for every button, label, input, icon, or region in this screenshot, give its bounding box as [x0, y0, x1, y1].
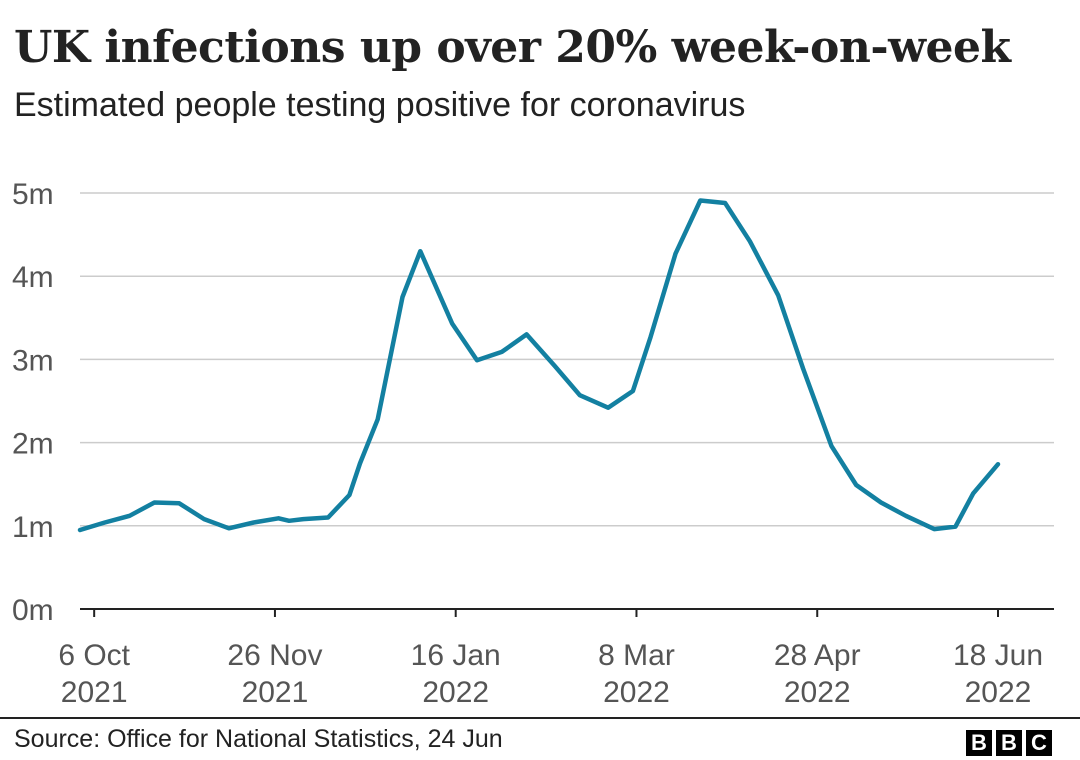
- x-tick-label: 16 Jan 2022: [411, 639, 501, 709]
- line-chart: 0m 1m 2m 3m 4m 5m 6 Oct 2021 26 Nov 2021 16 Jan 202…: [12, 178, 1054, 709]
- logo-letter-b1: B: [966, 730, 992, 756]
- logo-letter-c: C: [1026, 730, 1052, 756]
- footer-divider: [0, 717, 1080, 719]
- chart-title: UK infections up over 20% week-on-week: [14, 22, 1011, 73]
- x-tick-label: 28 Apr 2022: [774, 639, 861, 709]
- y-tick-label: 4m: [12, 261, 54, 294]
- y-tick-label: 3m: [12, 344, 54, 377]
- bbc-logo: B B C: [966, 730, 1052, 756]
- x-tick-label: 26 Nov 2021: [227, 639, 322, 709]
- x-tick-label: 18 Jun 2022: [953, 639, 1043, 709]
- y-tick-label: 1m: [12, 511, 54, 544]
- y-tick-label: 5m: [12, 178, 54, 211]
- y-tick-label: 2m: [12, 428, 54, 461]
- x-tick-label: 6 Oct 2021: [58, 639, 130, 709]
- logo-letter-b2: B: [996, 730, 1022, 756]
- y-tick-label: 0m: [12, 594, 54, 627]
- series-line: [77, 198, 1001, 533]
- x-tick-label: 8 Mar 2022: [598, 639, 675, 709]
- source-note: Source: Office for National Statistics, …: [14, 725, 503, 753]
- chart-subtitle: Estimated people testing positive for co…: [14, 86, 746, 124]
